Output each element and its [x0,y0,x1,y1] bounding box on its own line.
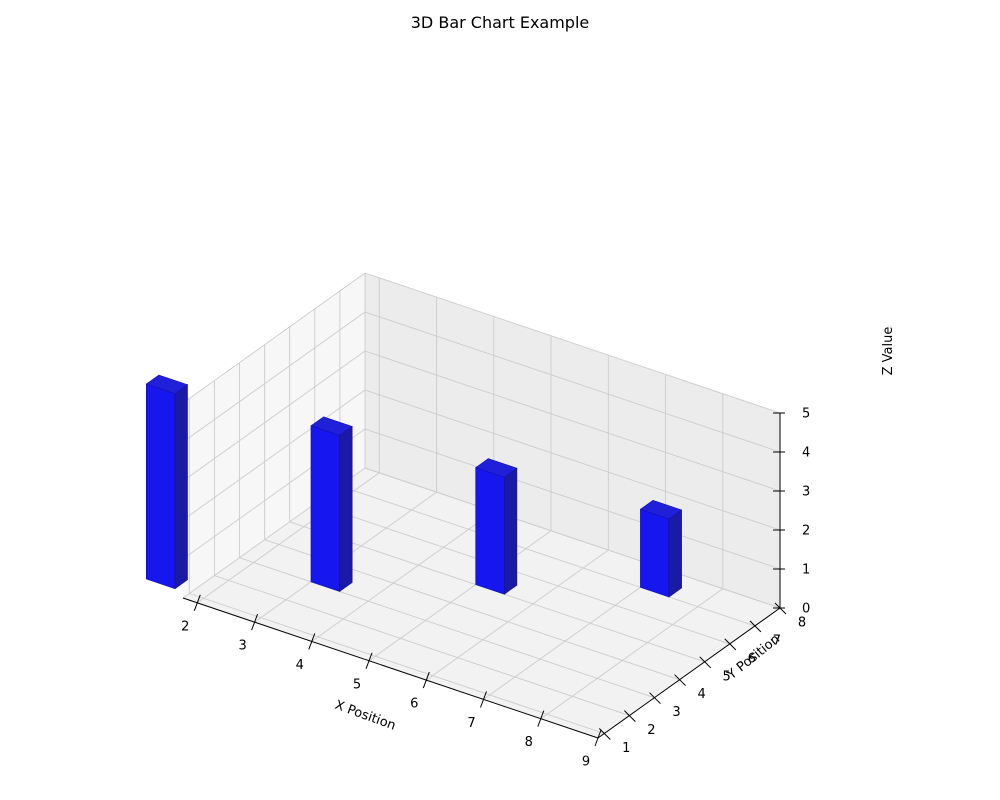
z-tick-label: 1 [802,563,810,578]
bar-front-face [310,425,341,592]
bar [145,374,189,590]
bar [475,458,518,595]
x-grid-line [540,588,724,720]
y-tick-mark [724,638,737,651]
bar-side-face [503,467,518,595]
y-tick-mark [749,620,762,633]
x-tick-label: 4 [296,658,304,673]
y-tick-label: 3 [672,705,680,720]
y-tick-label: 6 [748,651,756,666]
z-grid-line [182,389,366,521]
y-tick-mark [674,674,686,687]
y-grid-line [339,485,756,627]
bars [145,374,683,598]
x-tick-mark [365,652,373,669]
x-tick-label: 9 [582,755,590,770]
bar-front-face [475,467,505,595]
x-tick-mark [193,594,201,611]
z-grid-line [364,389,781,531]
x-tick-label: 7 [467,716,475,731]
bar-top-face [310,416,353,436]
z-grid-line [182,311,366,443]
x-axis-label: X Position [333,698,398,734]
y-tick-mark [699,656,712,669]
x-tick-label: 5 [353,677,361,692]
x-grid-line [368,530,552,662]
y-grid-line [314,503,730,645]
y-grid-line [189,593,605,734]
x-grid-line [426,549,609,681]
chart-title: 3D Bar Chart Example [411,13,590,32]
bar-top-face [639,499,683,520]
x-tick-label: 8 [525,735,533,750]
y-tick-label: 5 [723,669,731,684]
z-tick-label: 0 [802,602,810,617]
bar-side-face [174,384,188,590]
x-tick-mark [251,613,259,631]
x-tick-label: 6 [410,697,418,712]
z-tick-label: 4 [802,446,810,461]
z-tick-label: 5 [802,407,810,422]
z-grid-line [364,428,781,570]
bar-top-face [475,458,518,478]
z-grid-line [364,467,781,609]
x-tick-mark [422,671,430,689]
x-tick-mark [537,710,545,727]
y-tick-label: 7 [773,633,781,648]
y-axis-line [597,607,781,739]
z-tick-label: 3 [802,485,810,500]
y-tick-mark [598,728,611,740]
y-tick-label: 4 [697,687,705,702]
z-axis-label: Z Value [881,327,896,376]
x-tick-label: 3 [238,639,246,654]
bar-side-face [668,509,682,598]
y-grid-line [214,575,630,717]
z-tick-label: 2 [802,524,810,539]
x-tick-mark [308,633,316,650]
x-grid-line [311,511,495,642]
y-grid-line [239,557,655,699]
x-grid-line [483,569,666,700]
z-grid-line [364,350,781,492]
bar-side-face [339,425,353,592]
y-tick-label: 8 [798,616,806,631]
bar [310,416,353,592]
x-axis-line [182,597,599,739]
x-tick-label: 2 [181,619,189,634]
bar-top-face [145,374,189,395]
left-pane [183,273,365,598]
bar-front-face [146,383,176,590]
bar-front-face [640,508,670,598]
x-tick-mark [594,729,602,747]
z-grid-line [182,350,366,482]
y-tick-label: 2 [647,723,655,738]
z-grid-line [182,272,366,404]
axis-lines [182,413,781,739]
y-tick-mark [624,710,636,722]
z-grid-line [364,272,781,414]
bar [639,499,683,598]
x-tick-mark [480,691,487,708]
y-tick-mark [649,692,661,705]
z-grid-line [364,311,781,453]
y-tick-label: 1 [622,741,630,756]
